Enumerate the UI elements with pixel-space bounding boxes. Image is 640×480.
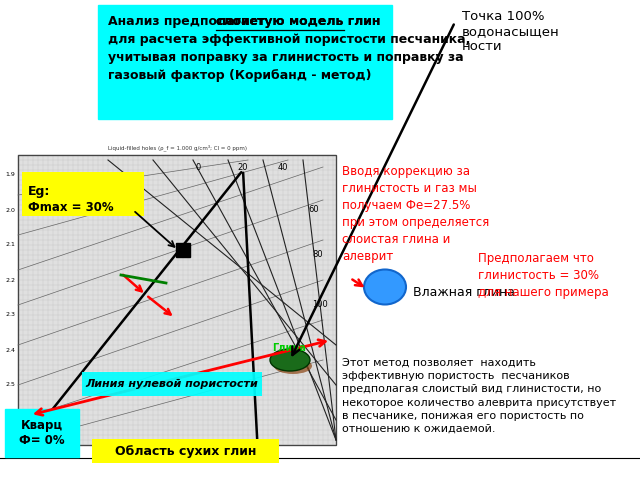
Bar bbox=[18, 155, 336, 445]
Text: для расчета эффективной пористости песчаника,: для расчета эффективной пористости песча… bbox=[108, 33, 470, 46]
Text: 20: 20 bbox=[237, 163, 248, 172]
Text: Линия нулевой пористости: Линия нулевой пористости bbox=[86, 379, 259, 389]
Text: Анализ предполагает: Анализ предполагает bbox=[108, 15, 269, 28]
Text: учитывая поправку за глинистость и поправку за: учитывая поправку за глинистость и попра… bbox=[108, 51, 463, 64]
Text: 2.6: 2.6 bbox=[5, 418, 15, 422]
FancyBboxPatch shape bbox=[82, 372, 262, 396]
Text: слоистую модель глин: слоистую модель глин bbox=[216, 15, 380, 28]
Text: Влажная глина: Влажная глина bbox=[413, 286, 515, 299]
Text: 2.2: 2.2 bbox=[5, 277, 15, 283]
Text: Eg:: Eg: bbox=[28, 185, 51, 198]
Text: 2.0: 2.0 bbox=[5, 207, 15, 213]
Text: 80: 80 bbox=[313, 250, 323, 259]
Text: Этот метод позволяет  находить
эффективную пористость  песчаников
предполагая сл: Этот метод позволяет находить эффективну… bbox=[342, 358, 616, 434]
Text: 40: 40 bbox=[278, 163, 288, 172]
Text: Область сухих глин: Область сухих глин bbox=[115, 444, 257, 457]
Text: Фmax = 30%: Фmax = 30% bbox=[28, 201, 114, 214]
Text: 100: 100 bbox=[312, 300, 328, 309]
FancyBboxPatch shape bbox=[5, 409, 79, 457]
Text: Кварц
Ф= 0%: Кварц Ф= 0% bbox=[19, 419, 65, 447]
Text: Liquid-filled holes (ρ_f = 1.000 g/cm³; Cl = 0 ppm): Liquid-filled holes (ρ_f = 1.000 g/cm³; … bbox=[108, 144, 246, 151]
Text: 2.1: 2.1 bbox=[5, 242, 15, 248]
Bar bbox=[176, 243, 190, 257]
Text: Глина: Глина bbox=[272, 343, 306, 353]
Text: 1.9: 1.9 bbox=[5, 172, 15, 178]
FancyBboxPatch shape bbox=[92, 439, 279, 463]
Bar bbox=[18, 155, 336, 445]
Ellipse shape bbox=[270, 349, 310, 371]
Ellipse shape bbox=[364, 269, 406, 304]
Text: 2.4: 2.4 bbox=[5, 348, 15, 352]
Ellipse shape bbox=[274, 358, 312, 374]
Text: Точка 100%
водонасыщен
ности: Точка 100% водонасыщен ности bbox=[462, 10, 560, 53]
Text: 0: 0 bbox=[195, 163, 200, 172]
FancyBboxPatch shape bbox=[98, 5, 392, 119]
Text: 2.5: 2.5 bbox=[5, 383, 15, 387]
Text: 2.3: 2.3 bbox=[5, 312, 15, 317]
Text: газовый фактор (Корибанд - метод): газовый фактор (Корибанд - метод) bbox=[108, 69, 371, 82]
Text: Предполагаем что
глинистость = 30%
для нашего примера: Предполагаем что глинистость = 30% для н… bbox=[478, 252, 609, 299]
Text: слоистую модель глин: слоистую модель глин bbox=[216, 15, 380, 28]
Text: 60: 60 bbox=[308, 205, 319, 214]
FancyBboxPatch shape bbox=[22, 172, 144, 216]
Text: Вводя коррекцию за
глинистость и газ мы
получаем Фе=27.5%
при этом определяется
: Вводя коррекцию за глинистость и газ мы … bbox=[342, 165, 489, 263]
Text: 2.9: 2.9 bbox=[5, 437, 15, 443]
